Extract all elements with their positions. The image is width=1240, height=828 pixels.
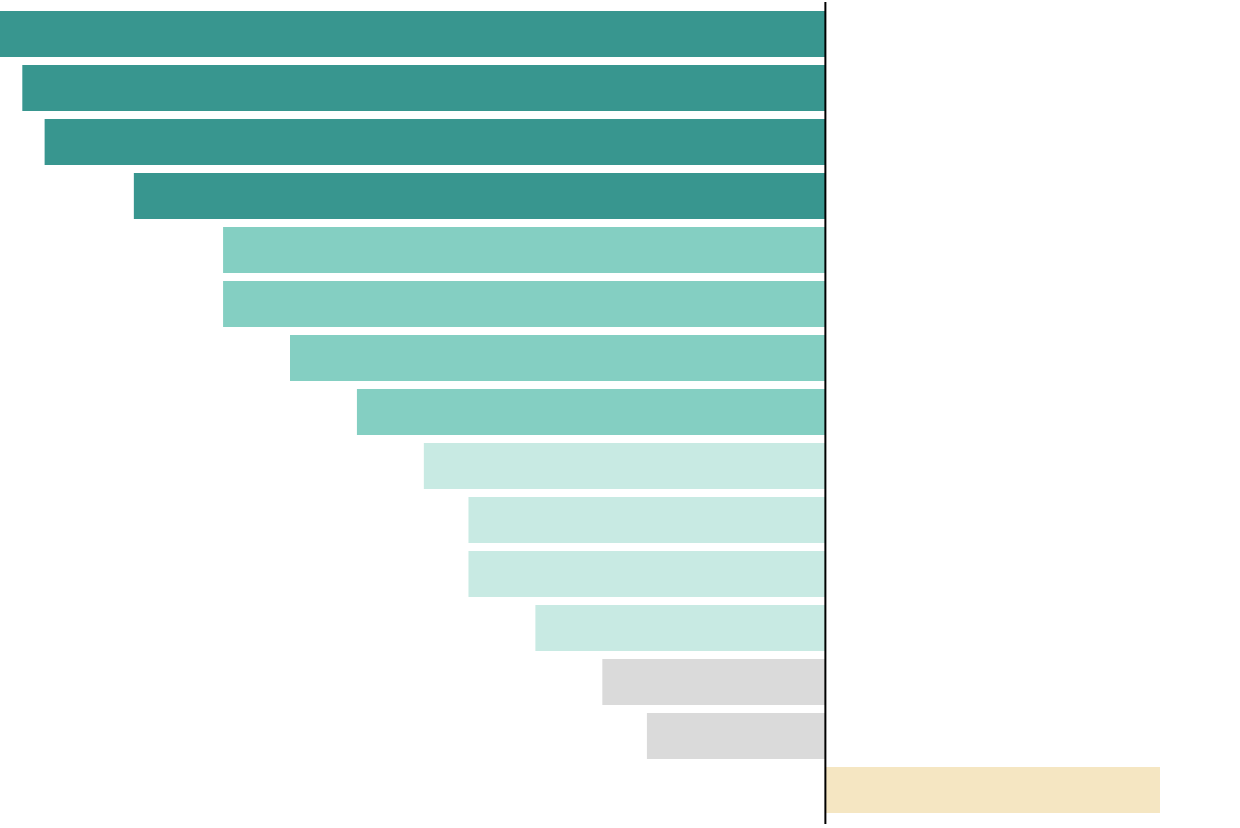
bars-group (0, 11, 1160, 813)
bar-6 (223, 281, 826, 327)
bar-15 (825, 767, 1160, 813)
bar-7 (290, 335, 826, 381)
bar-13 (602, 659, 826, 705)
bar-9 (423, 443, 826, 489)
bar-12 (535, 605, 826, 651)
bar-14 (646, 713, 826, 759)
bar-11 (468, 551, 826, 597)
bar-2 (22, 65, 826, 111)
bar-1 (0, 11, 826, 57)
bar-10 (468, 497, 826, 543)
bar-4 (133, 173, 826, 219)
bar-5 (223, 227, 826, 273)
bar-3 (44, 119, 826, 165)
bar-8 (356, 389, 826, 435)
